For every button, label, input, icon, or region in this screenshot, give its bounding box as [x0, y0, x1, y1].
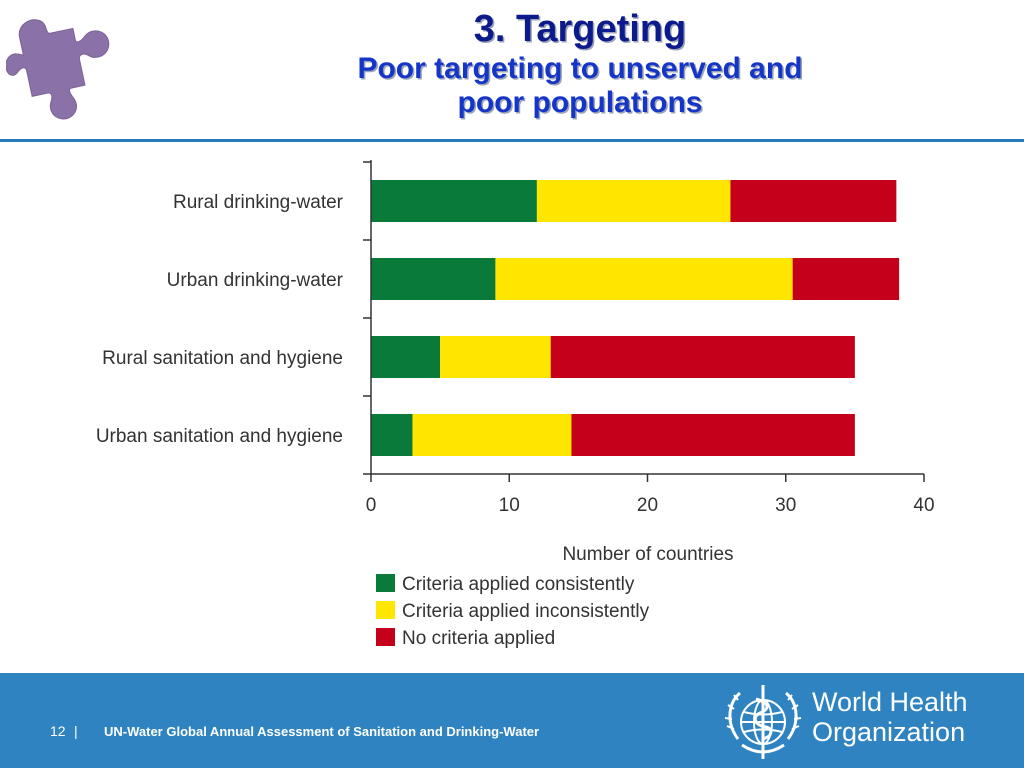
category-label: Urban drinking-water [167, 270, 344, 291]
bar-segment [571, 414, 855, 456]
page-number: 12 [50, 723, 66, 739]
legend-swatch [376, 574, 395, 592]
bar-segment [412, 414, 572, 456]
slide-title: 3. Targeting [473, 8, 687, 50]
legend-label: Criteria applied consistently [402, 574, 635, 595]
bar-segment [730, 180, 897, 222]
bar-segment [371, 414, 413, 456]
page-separator: | [74, 723, 78, 739]
title-block: 3. Targeting Poor targeting to unserved … [200, 6, 960, 120]
x-tick-label: 10 [499, 495, 520, 516]
category-label: Rural sanitation and hygiene [102, 348, 343, 369]
bar-segment [550, 336, 855, 378]
legend-label: Criteria applied inconsistently [402, 601, 650, 622]
footer-bar: 12 | UN-Water Global Annual Assessment o… [0, 673, 1024, 768]
bar-segment [371, 258, 496, 300]
puzzle-piece-icon [5, 4, 132, 122]
bar-segment [371, 336, 441, 378]
x-tick-label: 40 [913, 495, 934, 516]
category-label: Urban sanitation and hygiene [96, 426, 343, 447]
who-wordmark-line1: World Health [812, 687, 968, 717]
bar-segment [440, 336, 551, 378]
bar-segment [792, 258, 900, 300]
who-wordmark-line2: Organization [812, 717, 966, 747]
legend-swatch [376, 628, 395, 646]
bar-segment [371, 180, 537, 222]
x-tick-label: 0 [366, 495, 377, 516]
legend-label: No criteria applied [402, 628, 555, 649]
legend-swatch [376, 601, 395, 619]
bar-segment [536, 180, 731, 222]
who-wordmark: World Health Organization [812, 687, 968, 747]
slide-subtitle: Poor targeting to unserved and poor popu… [357, 52, 803, 119]
x-axis-label: Number of countries [562, 544, 733, 565]
footer-caption: UN-Water Global Annual Assessment of San… [104, 724, 540, 739]
stacked-bar-chart: Rural drinking-water Urban drinking-water… [96, 160, 935, 649]
x-tick-label: 20 [637, 495, 658, 516]
who-emblem-icon [720, 679, 806, 765]
category-label: Rural drinking-water [173, 192, 344, 213]
bar-segment [495, 258, 793, 300]
x-tick-label: 30 [775, 495, 796, 516]
header-divider [0, 139, 1024, 142]
